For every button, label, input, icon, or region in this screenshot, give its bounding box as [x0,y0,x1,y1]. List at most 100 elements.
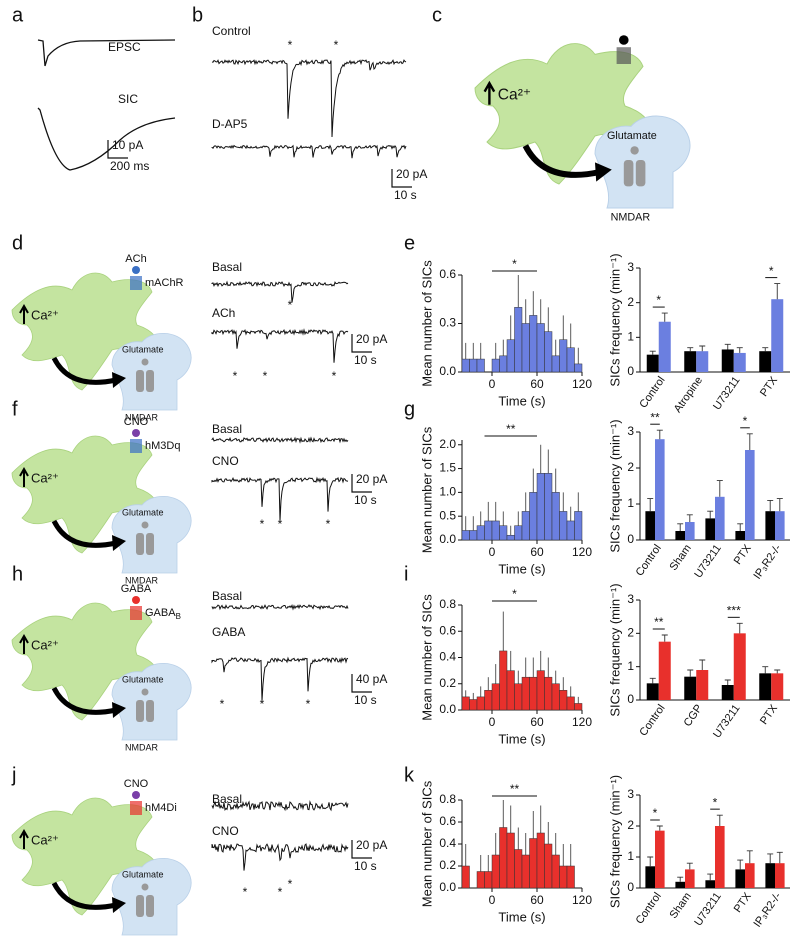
receptor-label: mAChR [145,277,184,289]
histogram-bar [536,323,545,373]
bar [745,450,755,540]
error-bar [716,814,723,826]
scale-label: 10 pA [112,138,143,152]
histogram-bar [484,690,493,711]
condition-label: ACh [212,306,235,320]
error-bar [716,480,723,497]
transmitter-label: Glutamate [122,674,164,684]
asterisk: * [288,298,293,312]
glutamate [141,358,149,366]
agonist [132,266,140,274]
glutamate [141,883,149,891]
panel-label: j [11,764,16,786]
error-bar [647,498,654,512]
ion-label: Ca²⁺ [31,832,59,847]
error-bar [736,347,743,353]
histogram-bar [461,696,470,711]
nmdar [136,533,144,555]
y-axis-label: Mean number of SICs [419,260,434,387]
histogram-bar [574,703,583,711]
target-label: NMDAR [125,412,158,422]
histogram-bar [476,525,485,541]
y-tick-label: 3 [627,424,634,438]
y-tick-label: 0.6 [439,623,456,637]
histogram-bar [499,827,508,889]
y-tick-label: 0.6 [439,267,456,281]
significance-label: * [656,293,661,307]
y-axis-label: Mean number of SICs [419,780,434,907]
y-tick-label: 1 [627,659,634,673]
asterisk: * [332,369,337,383]
nmdar [146,700,154,722]
bar [675,531,685,540]
y-axis-label: Mean number of SICs [419,594,434,721]
scale-bar [391,169,412,188]
x-tick-label: 0 [489,715,496,729]
significance-label: * [653,806,658,820]
histogram-bar [566,520,575,541]
histogram-bar [566,347,575,373]
scale-label: 10 s [354,693,377,707]
y-tick-label: 1.5 [439,461,456,475]
asterisk: * [334,38,339,52]
epsc-trace [37,39,176,67]
histogram-bar [536,473,545,541]
error-bar [687,669,694,677]
y-tick-label: 3 [627,787,634,801]
panel-label: h [12,563,23,585]
y-axis-label: SICs frequency (min⁻¹) [607,253,622,386]
error-bar [686,862,693,870]
ca-arrow [19,303,29,324]
bar [684,351,697,372]
x-tick-label: 0 [489,545,496,559]
scale-label: 200 ms [110,159,149,173]
nmdar [623,160,634,187]
histogram-bar [521,323,530,373]
x-tick-label: 60 [530,893,544,907]
receptor-name: mAChR [145,277,184,289]
bar [684,676,697,700]
scale-label: 20 pA [396,167,427,181]
error-bar [767,853,774,864]
histogram-bar [476,871,485,889]
y-tick-label: 0.8 [439,597,456,611]
x-tick-label: 60 [530,377,544,391]
gpcr [130,439,142,453]
bar [705,880,715,888]
target-label: NMDAR [125,742,158,752]
histogram-bar [521,511,530,541]
x-tick-label: PTX [732,542,754,567]
current-trace [211,144,407,159]
histogram-bar [544,843,553,889]
arrow-head [112,372,126,388]
histogram-bar [551,492,560,541]
agonist [619,35,629,45]
bar [645,866,655,888]
bar [745,863,755,888]
arrow-head [112,897,126,913]
error-bar [649,350,656,355]
receptor-label: GABAB [145,607,181,621]
y-tick-label: 1 [627,496,634,510]
y-tick-label: 0.2 [439,858,456,872]
trace-label: EPSC [108,40,141,54]
current-trace [211,476,349,521]
x-axis-label: Time (s) [498,731,545,746]
histogram-bar [529,676,538,711]
bar [765,863,775,888]
bar [759,351,772,372]
bar [658,641,671,700]
histogram-bar [566,696,575,711]
release-arrow [522,144,601,178]
y-tick-label: 0.4 [439,836,456,850]
histogram-bar [521,854,530,889]
x-tick-label: U73211 [692,543,723,581]
histogram-bar [551,854,560,889]
scale-bar [107,140,128,159]
bar [696,670,709,700]
x-tick-label: PTX [732,890,754,915]
scheme: Ca²⁺ Glutamate NMDAR [474,35,691,223]
histogram-bar [536,670,545,711]
histogram-bar [566,865,575,889]
agonist-label: CNO [124,416,149,428]
